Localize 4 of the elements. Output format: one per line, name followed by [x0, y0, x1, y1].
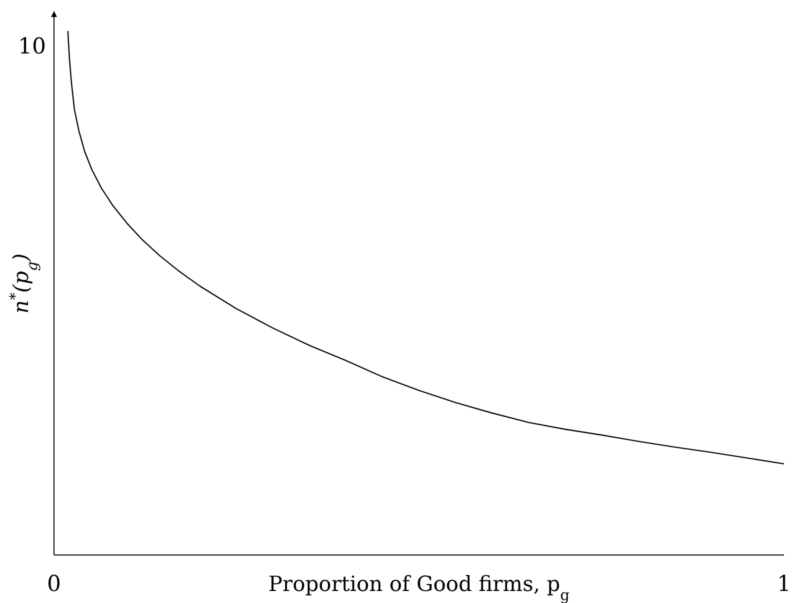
text: 10 [18, 34, 46, 60]
x-axis-title: Proportion of Good firms, p$_{g}$ [268, 572, 570, 603]
x-tick-label: 1 [777, 572, 791, 597]
x-tick-label: 0 [47, 572, 61, 597]
